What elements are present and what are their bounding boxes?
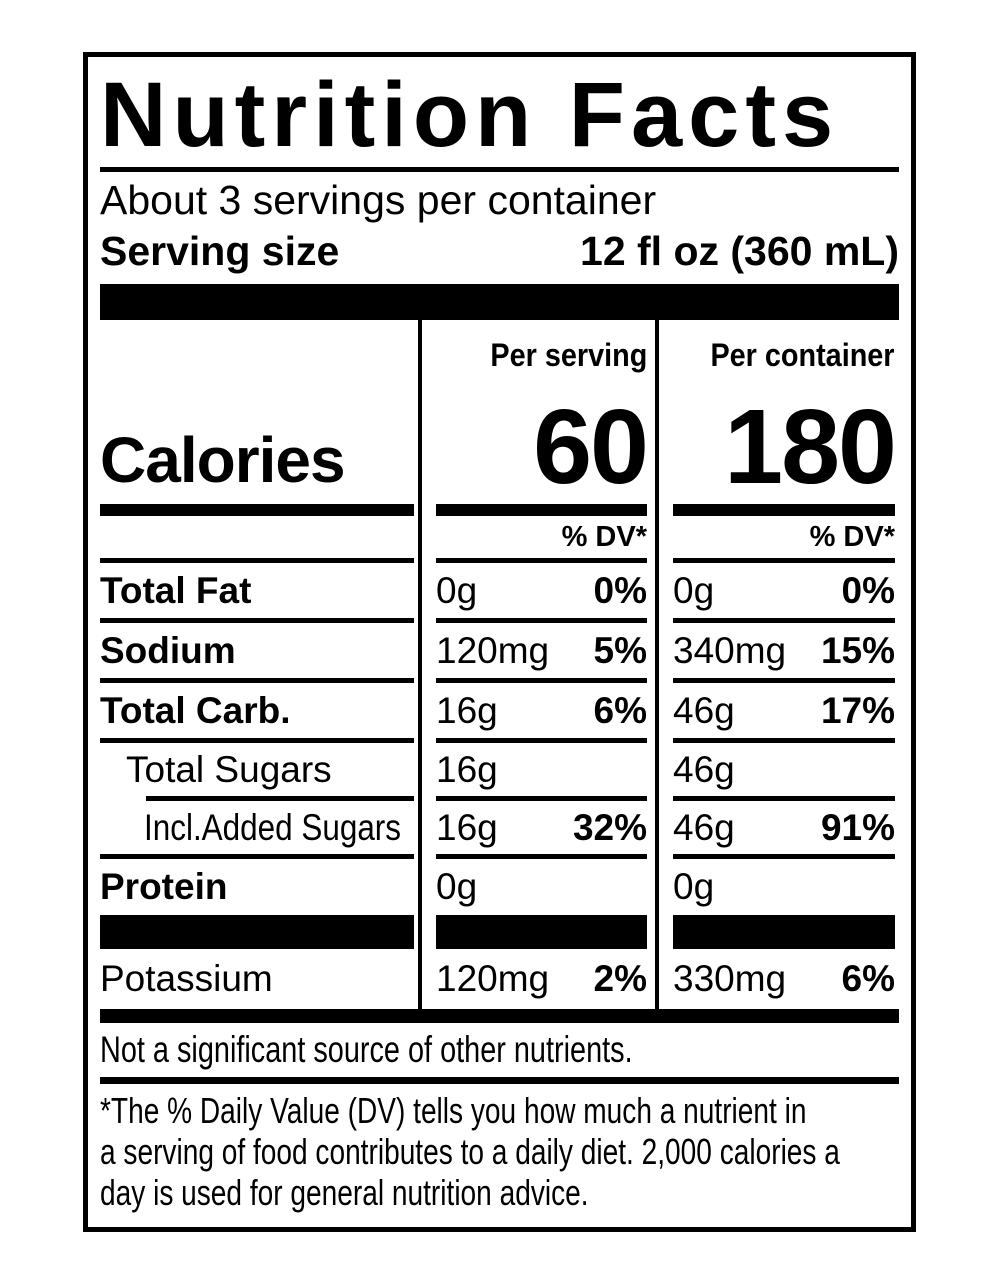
serving-size-label: Serving size (100, 228, 340, 274)
per-container-dv: 91% (820, 806, 895, 848)
calories-word-cell: Calories (100, 320, 418, 563)
row-rule (673, 796, 895, 801)
section-bar-bottom (100, 1009, 899, 1023)
serving-size-row: Serving size 12 fl oz (360 mL) (100, 226, 899, 276)
calories-panel: Calories Per serving 60 % DV* Per contai… (100, 320, 899, 563)
nutrient-row-total-carb: Total Carb. 16g 6% 46g 17% (100, 683, 899, 743)
calories-underbar-right (673, 504, 895, 516)
row-rule (436, 738, 647, 743)
nutrient-name: Protein (100, 866, 228, 907)
per-serving-dv: 32% (572, 806, 647, 848)
per-container-amount: 46g (673, 806, 735, 848)
calories-word: Calories (100, 424, 346, 496)
per-container-amount: 340mg (673, 629, 787, 671)
section-bar-segmented (100, 915, 899, 949)
label-title: Nutrition Facts (100, 64, 840, 166)
title-divider (100, 167, 899, 172)
per-serving-amount: 16g (436, 806, 498, 848)
nutrient-row-total-fat: Total Fat 0g 0% 0g 0% (100, 563, 899, 623)
nutrient-name: Total Fat (100, 569, 252, 611)
not-significant-note: Not a significant source of other nutrie… (100, 1029, 633, 1070)
row-rule (436, 618, 647, 623)
per-serving-amount: 120mg (436, 629, 550, 671)
calories-per-container-value: 180 (724, 387, 897, 506)
segment-bar-left (100, 915, 414, 949)
per-serving-cell: Per serving 60 % DV* (418, 320, 659, 563)
row-rule (436, 796, 647, 801)
row-rule (436, 678, 647, 683)
row-rule (100, 618, 414, 623)
row-rule (100, 854, 414, 859)
nutrient-row-total-sugars: Total Sugars 16g 46g (100, 743, 899, 801)
per-container-cell: Per container 180 % DV* (659, 320, 899, 563)
nutrition-facts-label: Nutrition Facts About 3 servings per con… (83, 52, 916, 1232)
row-rule (100, 678, 414, 683)
daily-value-footnote: *The % Daily Value (DV) tells you how mu… (100, 1090, 899, 1213)
per-container-dv: 6% (841, 958, 895, 999)
serving-size-value: 12 fl oz (360 mL) (580, 228, 899, 274)
calories-per-serving-value: 60 (533, 387, 649, 506)
nutrient-name: Potassium (100, 958, 273, 999)
per-container-amount: 330mg (673, 958, 787, 999)
segment-bar-right (673, 915, 895, 949)
per-container-dv: 0% (841, 569, 895, 611)
footnote-line: *The % Daily Value (DV) tells you how mu… (100, 1090, 807, 1131)
dv-header-serving: % DV* (561, 520, 647, 553)
section-bar-top (100, 284, 899, 320)
footnote-line: a serving of food contributes to a daily… (100, 1131, 840, 1172)
nutrient-row-added-sugars: Incl.Added Sugars 16g 32% 46g 91% (100, 801, 899, 859)
per-container-dv: 17% (820, 689, 895, 731)
dv-header-rule-right (673, 558, 895, 563)
per-container-header: Per container (710, 337, 895, 373)
footnote-divider (100, 1077, 899, 1084)
nutrient-row-sodium: Sodium 120mg 5% 340mg 15% (100, 623, 899, 683)
per-serving-amount: 0g (436, 866, 478, 907)
dv-header-rule-middle (436, 558, 647, 563)
per-serving-amount: 120mg (436, 958, 550, 999)
row-rule (673, 618, 895, 623)
nutrient-name: Total Carb. (100, 689, 291, 731)
row-rule-indented (146, 796, 414, 801)
per-container-amount: 0g (673, 569, 715, 611)
per-container-amount: 46g (673, 748, 735, 790)
per-serving-dv: 0% (593, 569, 647, 611)
dv-header-rule-left (100, 558, 414, 563)
servings-per-container: About 3 servings per container (100, 177, 657, 223)
per-serving-header: Per serving (490, 337, 647, 373)
nutrient-row-potassium: Potassium 120mg 2% 330mg 6% (100, 949, 899, 1009)
calories-underbar-middle (436, 504, 647, 516)
per-serving-amount: 0g (436, 569, 478, 611)
nutrient-row-protein: Protein 0g 0g (100, 859, 899, 915)
row-rule (673, 738, 895, 743)
nutrient-name: Incl.Added Sugars (144, 806, 402, 848)
nutrient-name: Sodium (100, 629, 236, 671)
dv-header-container: % DV* (809, 520, 895, 553)
row-rule (673, 854, 895, 859)
row-rule (100, 738, 414, 743)
per-serving-dv: 6% (593, 689, 647, 731)
per-serving-dv: 5% (593, 629, 647, 671)
per-serving-dv: 2% (593, 958, 647, 999)
per-serving-amount: 16g (436, 748, 498, 790)
per-container-amount: 0g (673, 866, 715, 907)
row-rule (673, 678, 895, 683)
footnote-line: day is used for general nutrition advice… (100, 1172, 589, 1213)
per-container-dv: 15% (820, 629, 895, 671)
calories-header-spacer (100, 320, 414, 372)
row-rule (436, 854, 647, 859)
per-serving-amount: 16g (436, 689, 498, 731)
calories-underbar-left (100, 504, 414, 516)
segment-bar-middle (436, 915, 647, 949)
nutrient-name: Total Sugars (126, 748, 332, 790)
per-container-amount: 46g (673, 689, 735, 731)
